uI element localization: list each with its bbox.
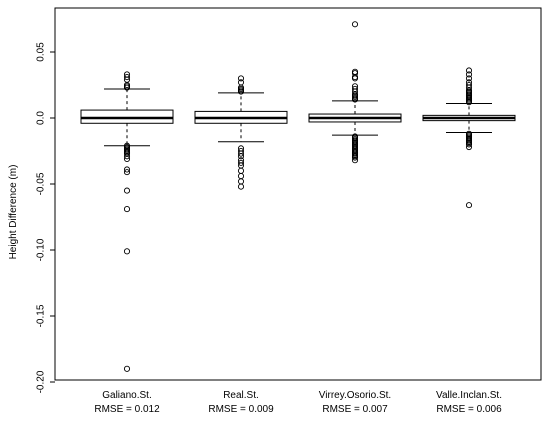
- x-category-label: Galiano.St.: [102, 390, 151, 401]
- outlier-point: [123, 166, 131, 173]
- y-tick-label: -0.10: [36, 238, 47, 261]
- outlier-point: [237, 178, 245, 185]
- y-tick-label: -0.20: [36, 370, 47, 393]
- x-rmse-label: RMSE = 0.012: [94, 404, 160, 415]
- outlier-point: [465, 141, 473, 148]
- outlier-point: [465, 99, 473, 106]
- y-axis-ticks: 0.05 0.0 -0.05 -0.10 -0.15 -0.20: [36, 42, 55, 393]
- outlier-point: [465, 143, 473, 151]
- outlier-point: [351, 96, 359, 103]
- outlier-point: [351, 154, 359, 161]
- box-1: [80, 71, 174, 372]
- x-category-label: Real.St.: [223, 390, 259, 401]
- y-tick-label: -0.05: [36, 172, 47, 195]
- outlier-point: [237, 153, 245, 160]
- outlier-point: [237, 88, 245, 95]
- outlier-point: [123, 169, 131, 176]
- outlier-point: [351, 157, 359, 164]
- box-series: [80, 21, 516, 372]
- outlier-point: [237, 150, 245, 157]
- outlier-point: [123, 187, 131, 194]
- outlier-point: [465, 202, 473, 209]
- outlier-point: [123, 206, 131, 213]
- outlier-point: [237, 183, 245, 190]
- x-axis-labels: Galiano.St. RMSE = 0.012 Real.St. RMSE = 0.…: [94, 390, 502, 415]
- outlier-point: [123, 155, 131, 162]
- outlier-point: [465, 71, 473, 78]
- box-4: [422, 67, 516, 209]
- box-2: [194, 75, 288, 190]
- outlier-point: [123, 248, 131, 255]
- outlier-point: [237, 167, 245, 174]
- x-category-label: Virrey.Osorio.St.: [319, 390, 391, 401]
- y-axis-title: Height Difference (m): [8, 165, 19, 260]
- outlier-point: [123, 365, 131, 372]
- outlier-point: [123, 74, 131, 81]
- y-tick-label: 0.0: [36, 111, 47, 125]
- x-rmse-label: RMSE = 0.006: [436, 404, 502, 415]
- outlier-point: [465, 75, 473, 82]
- outlier-point: [351, 21, 359, 28]
- y-tick-label: 0.05: [36, 42, 47, 62]
- outlier-point: [123, 153, 131, 160]
- outlier-point: [237, 159, 245, 166]
- x-rmse-label: RMSE = 0.009: [208, 404, 274, 415]
- iqr-box: [80, 109, 174, 124]
- outlier-point: [237, 75, 245, 82]
- outlier-point: [351, 75, 359, 82]
- y-tick-label: -0.15: [36, 304, 47, 327]
- outlier-point: [123, 84, 131, 91]
- x-rmse-label: RMSE = 0.007: [322, 404, 388, 415]
- box-3: [308, 21, 402, 164]
- x-category-label: Valle.Inclan.St.: [436, 390, 502, 401]
- outlier-point: [237, 79, 245, 86]
- outlier-point: [237, 173, 245, 180]
- plot-frame: [54, 7, 542, 381]
- outlier-point: [465, 67, 473, 74]
